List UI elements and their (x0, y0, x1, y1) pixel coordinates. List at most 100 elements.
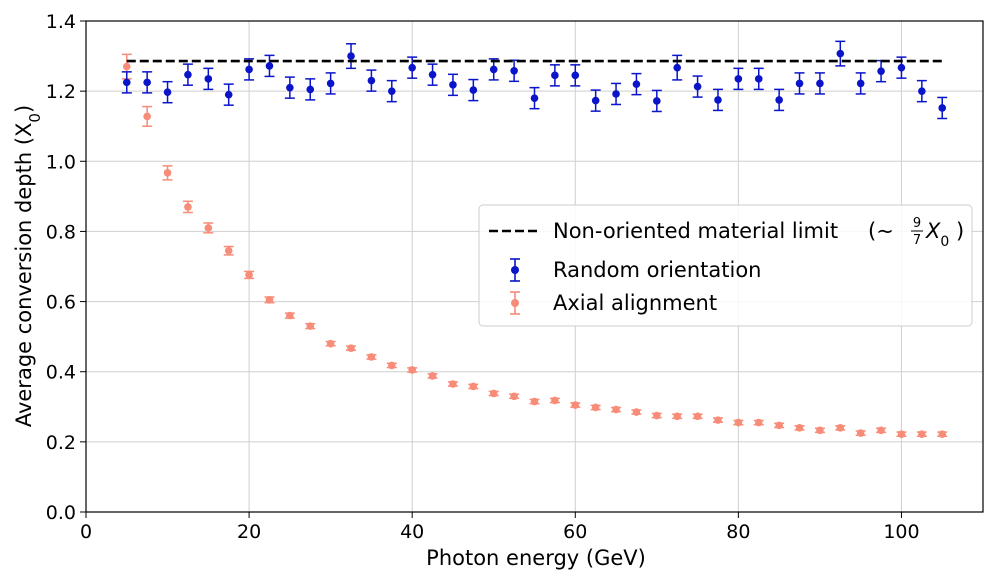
x-tick-label: 80 (726, 521, 750, 543)
data-point (795, 424, 804, 432)
data-point (754, 418, 763, 427)
legend-label-random-orientation: Random orientation (553, 258, 762, 282)
data-point (816, 426, 824, 435)
data-point (408, 63, 416, 72)
data-point (632, 408, 641, 416)
data-point (938, 104, 947, 112)
legend-label-axial-alignment: Axial alignment (553, 291, 717, 315)
data-point (530, 397, 539, 406)
data-point (775, 421, 783, 430)
data-point (122, 62, 131, 71)
y-tick-label: 0.0 (46, 502, 76, 524)
data-point (489, 65, 498, 74)
data-point (489, 389, 498, 398)
y-tick-label: 1.4 (46, 11, 76, 33)
formula-numerator: 9 (913, 216, 921, 231)
data-point (551, 71, 559, 80)
data-point (795, 79, 804, 88)
data-point (877, 67, 885, 75)
data-point (856, 429, 865, 437)
data-point (204, 224, 213, 232)
x-tick-label: 100 (883, 521, 919, 543)
data-point (612, 405, 620, 414)
data-point (856, 79, 865, 88)
data-point (286, 83, 294, 92)
y-axis-label-main: Average conversion depth (X (12, 123, 36, 428)
y-axis-label-end: ) (12, 105, 36, 113)
legend-reference-formula: (∼ 9 7 X0 ) (868, 216, 964, 250)
legend-reference-name: Non-oriented material limit (553, 219, 838, 243)
y-axis-label-sub: 0 (26, 113, 44, 123)
data-point (510, 392, 518, 401)
data-point (184, 70, 192, 79)
formula-prefix: (∼ (868, 219, 894, 243)
data-point (897, 430, 906, 438)
data-point (918, 87, 926, 95)
data-point (387, 361, 396, 370)
data-point (163, 88, 172, 96)
data-point (428, 70, 437, 79)
y-tick-label: 0.4 (46, 362, 76, 384)
data-point (306, 85, 315, 94)
data-point (653, 97, 661, 105)
data-point (245, 271, 253, 279)
x-tick-label: 0 (80, 521, 92, 543)
data-point (428, 372, 437, 380)
plot-frame (85, 20, 984, 513)
data-point (265, 296, 274, 304)
data-point (734, 75, 743, 83)
data-point (143, 78, 151, 87)
y-axis-label: Average conversion depth (X0) (12, 105, 44, 427)
formula-sub: 0 (940, 234, 949, 250)
data-point (306, 322, 315, 330)
data-point (469, 86, 478, 94)
data-point (571, 401, 580, 409)
data-point (163, 169, 172, 177)
data-point (347, 344, 355, 353)
legend-label-reference-line: Non-oriented material limit (553, 219, 838, 243)
data-point (673, 412, 682, 421)
series-random-orientation (121, 40, 948, 120)
data-point (510, 67, 518, 75)
data-point (836, 424, 845, 432)
data-point (918, 430, 926, 438)
data-point (367, 76, 376, 85)
data-point (754, 75, 763, 83)
formula-denominator: 7 (913, 233, 921, 248)
data-point (775, 96, 783, 104)
data-point (571, 71, 580, 80)
legend: Non-oriented material limit (∼ 9 7 X0 ) … (478, 204, 973, 327)
y-tick-label: 0.2 (46, 432, 76, 454)
data-point (938, 430, 947, 438)
data-point (184, 203, 192, 211)
y-tick-label: 0.6 (46, 292, 76, 314)
data-point (551, 396, 559, 405)
legend-marker-random-orientation (510, 258, 520, 282)
data-point (714, 96, 722, 104)
data-point (265, 62, 274, 70)
y-tick-label: 1.0 (46, 151, 76, 173)
legend-marker-axial-alignment (510, 291, 520, 315)
data-point (877, 426, 885, 435)
formula-variable: X0 (925, 219, 949, 250)
data-point (204, 75, 213, 83)
data-point (367, 353, 376, 361)
data-point (286, 311, 294, 320)
data-point (591, 96, 600, 105)
data-point (653, 411, 661, 420)
x-tick-label: 60 (563, 521, 587, 543)
y-tick-label: 1.2 (46, 81, 76, 103)
data-point (632, 80, 641, 88)
data-point (143, 112, 151, 121)
data-point (449, 81, 457, 89)
data-point (693, 82, 702, 91)
y-tick-label: 0.8 (46, 221, 76, 243)
data-point (245, 65, 253, 74)
data-point (224, 90, 233, 99)
data-point (326, 339, 335, 348)
series-layer (121, 40, 948, 438)
legend-frame (478, 204, 973, 327)
formula-suffix: ) (956, 219, 964, 243)
data-point (224, 246, 233, 255)
